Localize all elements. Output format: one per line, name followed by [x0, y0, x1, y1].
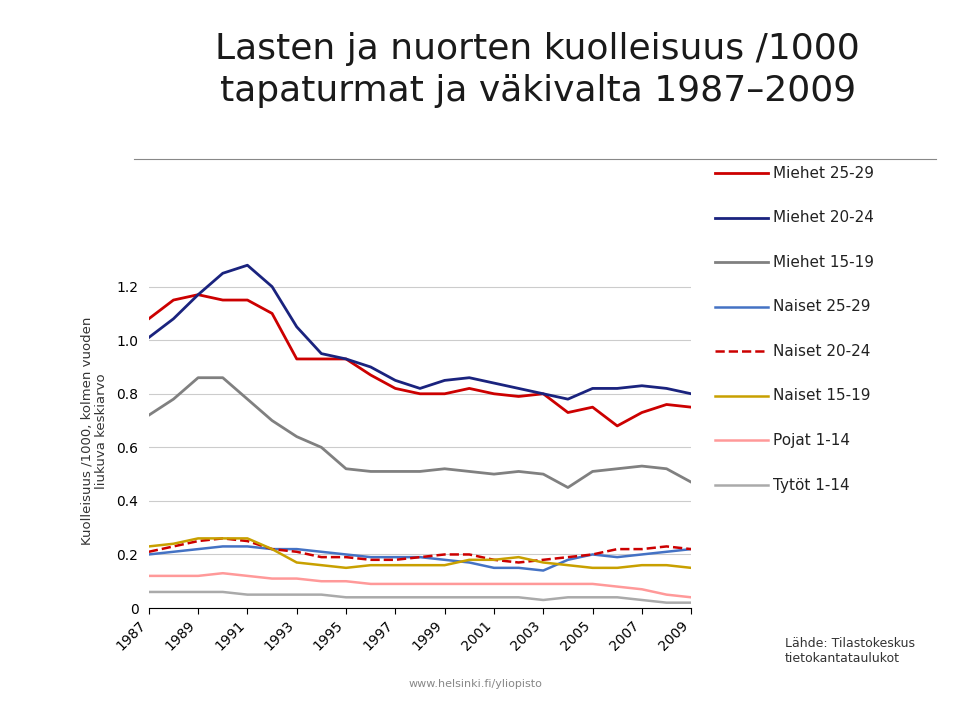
Text: Miehet 25-29: Miehet 25-29 [773, 165, 874, 181]
Text: Tytöt 1-14: Tytöt 1-14 [773, 477, 850, 493]
Text: Lasten ja nuorten kuolleisuus /1000
tapaturmat ja väkivalta 1987–2009: Lasten ja nuorten kuolleisuus /1000 tapa… [215, 32, 860, 108]
Text: Naiset 15-19: Naiset 15-19 [773, 388, 871, 404]
Y-axis label: Kuolleisuus /1000, kolmen vuoden
liukuva keskiarvo: Kuolleisuus /1000, kolmen vuoden liukuva… [80, 317, 108, 546]
Text: Naiset 25-29: Naiset 25-29 [773, 299, 871, 315]
Text: Naiset 20-24: Naiset 20-24 [773, 344, 870, 359]
Text: Lähde: Tilastokeskus
tietokantataulukot: Lähde: Tilastokeskus tietokantataulukot [784, 636, 915, 665]
Text: www.helsinki.fi/yliopisto: www.helsinki.fi/yliopisto [408, 679, 542, 689]
Text: Miehet 15-19: Miehet 15-19 [773, 255, 874, 270]
Text: Miehet 20-24: Miehet 20-24 [773, 210, 874, 226]
Text: Pojat 1-14: Pojat 1-14 [773, 433, 850, 448]
